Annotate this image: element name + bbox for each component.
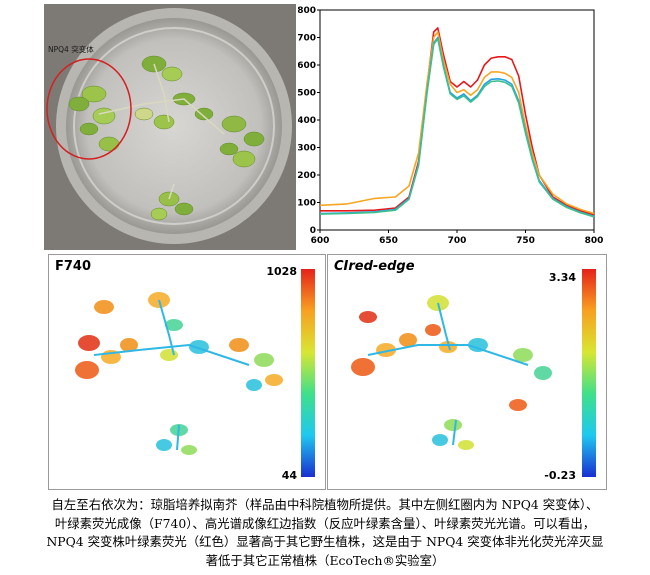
caption-line-3: NPQ4 突变株叶绿素荧光（红色）显著高于其它野生植株，这是由于 NPQ4 突变…: [46, 534, 604, 549]
spectrum-series-line-2: [319, 31, 595, 215]
y-tick-label: 500: [298, 89, 316, 99]
cired-edge-colorbar-min: -0.23: [544, 469, 576, 482]
y-tick-label: 600: [298, 61, 316, 71]
figure-caption: 自左至右依次为：琼脂培养拟南芥（样品由中科院植物所提供。其中左侧红圈内为 NPQ…: [0, 496, 650, 570]
y-tick-label: 400: [298, 116, 316, 126]
photo-label: NPQ4 突变体: [48, 44, 94, 54]
f740-colorbar-max: 1028: [266, 265, 297, 278]
f740-map-title: F740: [55, 259, 92, 274]
cired-edge-colorbar-max: 3.34: [548, 271, 576, 284]
cired-edge-map-title: CIred-edge: [334, 259, 415, 274]
caption-line-4: 著低于其它正常植株（EcoTech®实验室）: [205, 552, 445, 568]
cired-edge-map-image: [351, 269, 596, 477]
x-tick-label: 700: [448, 236, 467, 246]
y-tick-label: 800: [298, 6, 316, 16]
y-tick-label: 0: [310, 226, 316, 236]
y-tick-label: 700: [298, 34, 316, 44]
npq4-highlight-circle: [46, 58, 132, 160]
f740-map-panel: F740 1028 44: [48, 254, 326, 490]
x-tick-label: 800: [585, 236, 604, 246]
y-tick-label: 300: [298, 144, 316, 154]
spectrum-series-line-4: [319, 38, 595, 218]
x-tick-label: 750: [516, 236, 535, 246]
caption-line-1: 自左至右依次为：琼脂培养拟南芥（样品由中科院植物所提供。其中左侧红圈内为 NPQ…: [51, 497, 599, 512]
y-tick-label: 100: [298, 199, 316, 209]
y-tick-label: 200: [298, 171, 316, 181]
x-tick-label: 600: [311, 236, 330, 246]
cired-edge-colorbar: [582, 269, 596, 477]
f740-colorbar: [301, 269, 315, 477]
f740-map-image: [75, 269, 315, 477]
cired-edge-map-panel: CIred-edge 3.34 -0.23: [327, 254, 607, 490]
fluorescence-spectrum-chart: 600 650 700 750 800 0 100 200 300 400 500 600 700 800: [297, 0, 650, 250]
x-tick-label: 650: [379, 236, 398, 246]
petri-dish-photo: NPQ4 突变体: [44, 4, 296, 250]
caption-line-2: 叶绿素荧光成像（F740）、高光谱成像红边指数（反应叶绿素含量）、叶绿素荧光光谱…: [54, 515, 596, 531]
f740-colorbar-min: 44: [281, 469, 297, 482]
